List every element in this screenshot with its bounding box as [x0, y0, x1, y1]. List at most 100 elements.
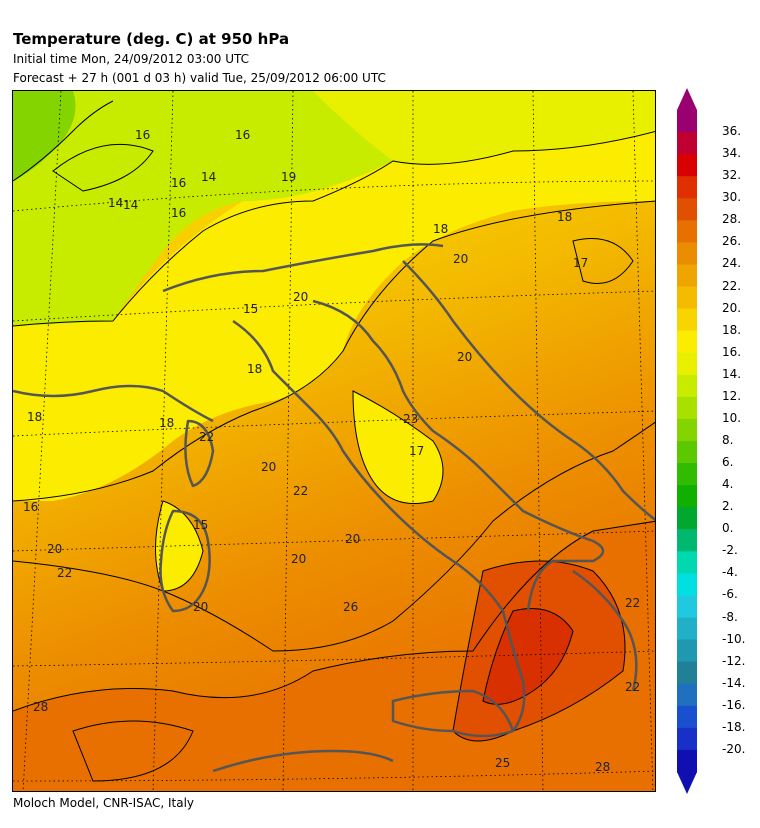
lat-lon-grid — [13, 91, 655, 791]
legend-label: 28. — [722, 212, 742, 227]
field-14-region — [13, 91, 393, 326]
contour-label: 20 — [293, 290, 308, 304]
legend-swatch — [677, 264, 697, 288]
legend-swatch — [677, 661, 697, 685]
contour-label: 25 — [495, 756, 510, 770]
contour-label: 22 — [57, 566, 72, 580]
legend-swatch — [677, 396, 697, 420]
legend-min-arrow — [677, 772, 697, 794]
contour-label: 22 — [199, 430, 214, 444]
contour-label: 19 — [281, 170, 296, 184]
contour-label: 16 — [23, 500, 38, 514]
contour-label: 20 — [345, 532, 360, 546]
legend-swatch — [677, 441, 697, 464]
contour-label: 22 — [293, 484, 308, 498]
contour-label: 20 — [261, 460, 276, 474]
contour-label: 22 — [625, 596, 640, 610]
contour-label: 20 — [291, 552, 306, 566]
legend-label: 18. — [722, 322, 742, 337]
contour-label: 20 — [47, 542, 62, 556]
legend-label: 2. — [722, 499, 734, 514]
legend-swatch — [677, 529, 697, 552]
initial-time: Initial time Mon, 24/09/2012 03:00 UTC — [13, 52, 250, 66]
contour-label: 15 — [193, 518, 208, 532]
legend-swatch — [677, 242, 697, 266]
legend-label: 10. — [722, 410, 742, 425]
legend-swatch — [677, 507, 697, 530]
legend-swatch — [677, 573, 697, 597]
legend-swatch — [677, 463, 697, 486]
contour-label: 17 — [409, 444, 424, 458]
legend-swatch — [677, 374, 697, 398]
contour-label: 16 — [135, 128, 150, 142]
contour-label: 23 — [403, 412, 418, 426]
color-legend — [675, 88, 699, 794]
isotherm-contours — [13, 100, 655, 782]
forecast-time: Forecast + 27 h (001 d 03 h) valid Tue, … — [13, 71, 386, 85]
map-title: Temperature (deg. C) at 950 hPa — [13, 30, 290, 48]
legend-swatch — [677, 220, 697, 243]
legend-label: -14. — [722, 675, 746, 690]
legend-label: 4. — [722, 477, 734, 492]
legend-label: -18. — [722, 719, 746, 734]
contour-label: 16 — [235, 128, 250, 142]
footer-credit: Moloch Model, CNR-ISAC, Italy — [13, 796, 195, 810]
legend-swatch — [677, 485, 697, 508]
legend-label: -2. — [722, 543, 738, 558]
legend-label: 32. — [722, 168, 742, 183]
legend-label: 0. — [722, 521, 734, 536]
contour-label: 18 — [247, 362, 262, 376]
field-18-region — [13, 131, 655, 501]
legend-swatch — [677, 617, 697, 641]
legend-label: 36. — [722, 124, 742, 139]
contour-label: 15 — [243, 302, 258, 316]
legend-label: 30. — [722, 190, 742, 205]
legend-swatch — [677, 639, 697, 663]
legend-label: 12. — [722, 388, 742, 403]
legend-label: 16. — [722, 344, 742, 359]
contour-label: 20 — [453, 252, 468, 266]
coastlines — [13, 243, 655, 773]
legend-label: 22. — [722, 278, 742, 293]
legend-swatch — [677, 330, 697, 354]
legend-label: 6. — [722, 455, 734, 470]
legend-label: 14. — [722, 366, 742, 381]
legend-swatch — [677, 110, 697, 133]
contour-label: 18 — [433, 222, 448, 236]
legend-label: 20. — [722, 300, 742, 315]
field-16-north — [313, 91, 655, 165]
legend-label: -8. — [722, 609, 738, 624]
legend-label: 26. — [722, 234, 742, 249]
legend-swatch — [677, 132, 697, 155]
contour-label: 28 — [595, 760, 610, 774]
legend-label: -20. — [722, 741, 746, 756]
contour-label: 28 — [33, 700, 48, 714]
legend-swatch — [677, 308, 697, 332]
contour-label: 20 — [457, 350, 472, 364]
legend-swatch — [677, 705, 697, 729]
legend-max-arrow — [677, 88, 697, 110]
legend-label: 8. — [722, 433, 734, 447]
temperature-map: 16 16 14 16 14 19 14 16 18 17 18 20 15 20 20 18 16 18 23 17… — [12, 90, 656, 792]
legend-swatch — [677, 154, 697, 177]
legend-swatch — [677, 551, 697, 574]
legend-label: 24. — [722, 256, 742, 271]
contour-label: 26 — [343, 600, 358, 614]
contour-label: 17 — [573, 256, 588, 270]
contour-label: 20 — [193, 600, 208, 614]
contour-label: 16 — [171, 176, 186, 190]
legend-swatch — [677, 198, 697, 221]
contour-label: 18 — [27, 410, 42, 424]
field-30-region — [483, 608, 573, 705]
contour-label: 14 — [108, 196, 123, 210]
legend-swatch — [677, 749, 697, 773]
contour-label: 14 — [201, 170, 216, 184]
legend-label: -10. — [722, 631, 746, 646]
field-18-central — [353, 391, 443, 504]
legend-label: -12. — [722, 653, 746, 668]
legend-swatch — [677, 352, 697, 376]
legend-swatch — [677, 286, 697, 310]
legend-swatch — [677, 727, 697, 751]
contour-label: 18 — [159, 416, 174, 430]
legend-label: -4. — [722, 565, 738, 580]
